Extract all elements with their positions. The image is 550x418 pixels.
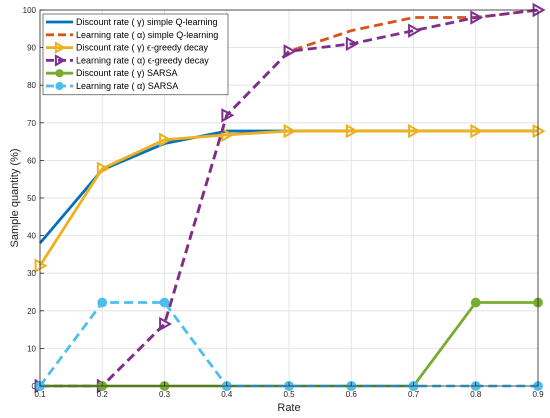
x-tick-label: 0.6 (346, 390, 358, 399)
y-tick-label: 0 (32, 382, 37, 391)
y-tick-label: 20 (27, 307, 36, 316)
legend-label: Discount rate ( γ) SARSA (76, 68, 178, 78)
x-tick-label: 0.1 (34, 390, 46, 399)
y-tick-label: 90 (27, 44, 36, 53)
y-tick-label: 100 (23, 6, 37, 15)
data-point (221, 108, 235, 123)
y-axis-title: Sample quantity (%) (9, 148, 21, 247)
data-point (159, 297, 170, 308)
data-point (34, 258, 48, 273)
data-point (408, 23, 422, 38)
legend-marker (55, 69, 64, 78)
y-tick-label: 80 (27, 81, 36, 90)
ticks: 0.1 0.2 0.3 0.4 0.5 0.6 0.7 0.8 0.9 0 10 20 30 40 50 60… (23, 6, 544, 399)
x-axis-title: Rate (277, 402, 300, 414)
data-point (283, 123, 297, 139)
legend-marker (54, 41, 67, 54)
data-point (97, 297, 108, 308)
legend-item: Learning rate ( α) SARSA (46, 81, 178, 91)
legend-marker (54, 54, 67, 67)
legend-item: Discount rate ( γ) SARSA (46, 68, 178, 78)
y-tick-label: 70 (27, 119, 36, 128)
data-point (532, 123, 546, 139)
y-tick-label: 10 (27, 344, 36, 353)
x-tick-label: 0.9 (532, 390, 544, 399)
x-tick-label: 0.7 (408, 390, 420, 399)
series-3 (34, 123, 546, 273)
data-point (221, 127, 235, 143)
x-tick-label: 0.2 (97, 390, 109, 399)
data-point (159, 316, 173, 332)
data-point (345, 123, 359, 139)
legend: Discount rate ( γ) simple Q-learning Lear… (42, 13, 229, 96)
series-line (38, 129, 538, 267)
data-point (408, 123, 422, 139)
y-tick-label: 60 (27, 156, 36, 165)
legend-label: Learning rate ( α) ϵ-greedy decay (76, 55, 209, 65)
x-tick-label: 0.3 (159, 390, 171, 399)
x-tick-label: 0.8 (470, 390, 482, 399)
data-point (283, 44, 297, 59)
y-tick-label: 50 (27, 194, 36, 203)
data-point (345, 36, 359, 52)
legend-item: Discount rate ( γ) ϵ-greedy decay (46, 41, 209, 54)
legend-label: Discount rate ( γ) ϵ-greedy decay (76, 43, 209, 53)
legend-item: Discount rate ( γ) simple Q-learning (46, 17, 218, 27)
legend-box (42, 13, 229, 96)
data-point (470, 297, 481, 308)
data-point (470, 10, 484, 25)
legend-marker (55, 81, 64, 91)
legend-label: Learning rate ( α) SARSA (76, 81, 178, 91)
legend-label: Learning rate ( α) simple Q-learning (76, 30, 218, 40)
x-tick-label: 0.4 (221, 390, 233, 399)
data-point (96, 161, 110, 176)
legend-label: Discount rate ( γ) simple Q-learning (76, 17, 218, 27)
y-tick-label: 40 (27, 232, 36, 241)
data-point (159, 132, 173, 147)
y-tick-label: 30 (27, 269, 36, 278)
legend-item: Learning rate ( α) ϵ-greedy decay (46, 54, 209, 67)
x-tick-label: 0.5 (283, 390, 295, 399)
legend-item: Learning rate ( α) simple Q-learning (46, 30, 218, 40)
series-line (40, 8, 539, 388)
data-point (470, 123, 484, 139)
